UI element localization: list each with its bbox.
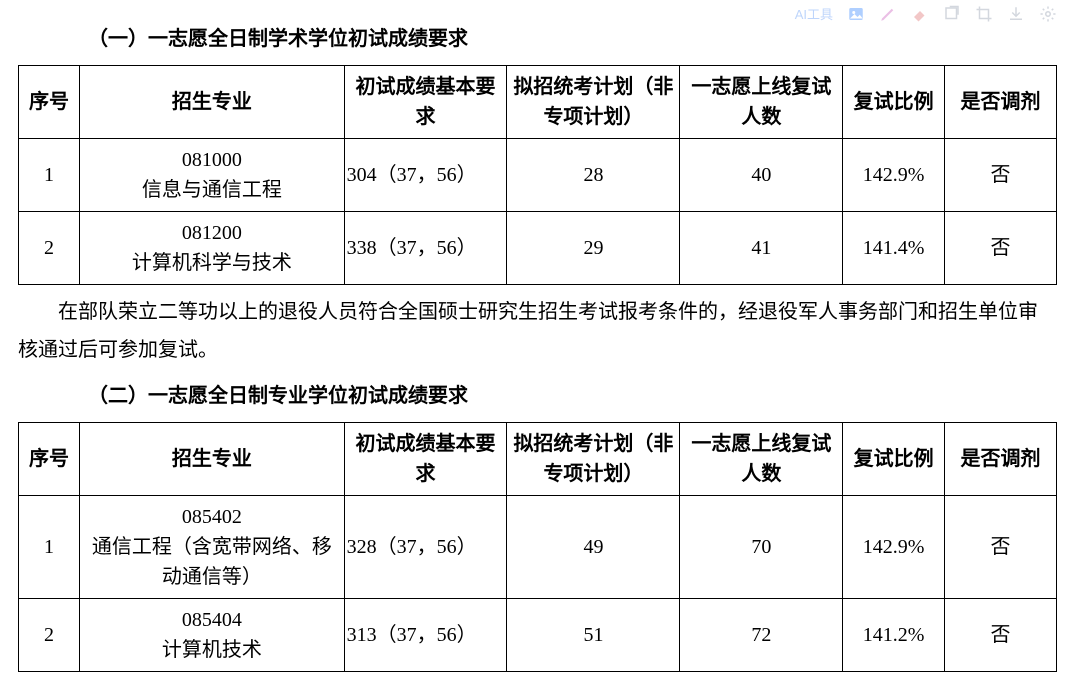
table-cell: 29 xyxy=(507,212,680,285)
table-cell: 51 xyxy=(507,599,680,672)
table-cell: 否 xyxy=(945,599,1057,672)
table-cell: 41 xyxy=(680,212,843,285)
table-cell: 338（37，56） xyxy=(344,212,507,285)
floating-toolbar: AI工具 xyxy=(795,4,1057,23)
table-header: 序号 xyxy=(19,423,80,496)
eraser-icon[interactable] xyxy=(911,5,929,23)
gear-icon[interactable] xyxy=(1039,5,1057,23)
table-cell: 72 xyxy=(680,599,843,672)
table-cell: 141.4% xyxy=(843,212,945,285)
crop-icon[interactable] xyxy=(975,5,993,23)
table-header: 一志愿上线复试人数 xyxy=(680,66,843,139)
table-cell: 142.9% xyxy=(843,496,945,599)
table-header: 招生专业 xyxy=(80,66,345,139)
table-cell: 1 xyxy=(19,139,80,212)
table-cell: 否 xyxy=(945,139,1057,212)
table-cell: 否 xyxy=(945,212,1057,285)
table-row: 2081200计算机科学与技术338（37，56）2941141.4%否 xyxy=(19,212,1057,285)
note-paragraph: 在部队荣立二等功以上的退役人员符合全国硕士研究生招生考试报考条件的，经退役军人事… xyxy=(18,293,1057,369)
table-cell: 081000信息与通信工程 xyxy=(80,139,345,212)
table-header: 拟招统考计划（非专项计划） xyxy=(507,66,680,139)
table-cell: 2 xyxy=(19,599,80,672)
table-row: 1081000信息与通信工程304（37，56）2840142.9%否 xyxy=(19,139,1057,212)
table-header: 拟招统考计划（非专项计划） xyxy=(507,423,680,496)
table-cell: 49 xyxy=(507,496,680,599)
pencil-icon[interactable] xyxy=(879,5,897,23)
table-cell: 081200计算机科学与技术 xyxy=(80,212,345,285)
table-2: 序号招生专业初试成绩基本要求拟招统考计划（非专项计划）一志愿上线复试人数复试比例… xyxy=(18,422,1057,672)
table-cell: 142.9% xyxy=(843,139,945,212)
table-header: 初试成绩基本要求 xyxy=(344,423,507,496)
table-cell: 40 xyxy=(680,139,843,212)
table-header: 序号 xyxy=(19,66,80,139)
table-header: 是否调剂 xyxy=(945,66,1057,139)
image-icon[interactable] xyxy=(847,5,865,23)
table-header: 复试比例 xyxy=(843,423,945,496)
table-cell: 304（37，56） xyxy=(344,139,507,212)
table-cell: 085402通信工程（含宽带网络、移动通信等） xyxy=(80,496,345,599)
table-cell: 328（37，56） xyxy=(344,496,507,599)
table-cell: 313（37，56） xyxy=(344,599,507,672)
table-cell: 2 xyxy=(19,212,80,285)
ai-tools-label[interactable]: AI工具 xyxy=(795,4,833,23)
table-header: 复试比例 xyxy=(843,66,945,139)
table-header: 初试成绩基本要求 xyxy=(344,66,507,139)
table-cell: 085404计算机技术 xyxy=(80,599,345,672)
table-header: 招生专业 xyxy=(80,423,345,496)
table-row: 2085404计算机技术313（37，56）5172141.2%否 xyxy=(19,599,1057,672)
section1-title: （一）一志愿全日制学术学位初试成绩要求 xyxy=(88,22,1057,51)
table-1: 序号招生专业初试成绩基本要求拟招统考计划（非专项计划）一志愿上线复试人数复试比例… xyxy=(18,65,1057,285)
table-cell: 1 xyxy=(19,496,80,599)
table-header: 一志愿上线复试人数 xyxy=(680,423,843,496)
table-cell: 70 xyxy=(680,496,843,599)
table-cell: 否 xyxy=(945,496,1057,599)
section2-title: （二）一志愿全日制专业学位初试成绩要求 xyxy=(88,379,1057,408)
table-header: 是否调剂 xyxy=(945,423,1057,496)
download-icon[interactable] xyxy=(1007,5,1025,23)
table-row: 1085402通信工程（含宽带网络、移动通信等）328（37，56）497014… xyxy=(19,496,1057,599)
table-cell: 28 xyxy=(507,139,680,212)
table-cell: 141.2% xyxy=(843,599,945,672)
share-icon[interactable] xyxy=(943,5,961,23)
